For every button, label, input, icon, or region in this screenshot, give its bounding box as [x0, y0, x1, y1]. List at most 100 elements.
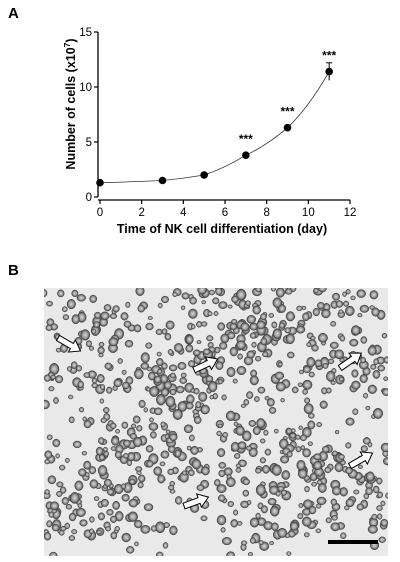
cell — [231, 318, 238, 325]
cell — [245, 445, 252, 451]
cell — [314, 359, 323, 368]
cell — [153, 375, 162, 384]
cell — [132, 415, 141, 424]
cell — [325, 517, 332, 524]
cell — [80, 329, 91, 341]
cell — [264, 448, 272, 456]
cell — [316, 496, 327, 506]
cell — [75, 365, 83, 372]
cell — [68, 394, 74, 400]
cell — [371, 307, 380, 317]
cell — [235, 467, 242, 473]
cell — [215, 288, 223, 296]
cell — [128, 498, 139, 508]
cell — [268, 406, 277, 414]
cell — [249, 322, 258, 331]
cell — [99, 398, 105, 404]
cell — [89, 516, 95, 523]
cell — [385, 492, 388, 499]
cell — [372, 369, 381, 379]
cell — [110, 446, 117, 451]
cell — [71, 289, 79, 298]
cell — [85, 340, 92, 348]
cell — [148, 422, 159, 431]
cell — [240, 403, 246, 408]
cell — [110, 531, 118, 540]
cell — [357, 464, 363, 469]
cell — [59, 464, 66, 471]
cell — [339, 335, 346, 342]
cell — [97, 346, 105, 355]
cell — [127, 511, 138, 522]
cell — [319, 400, 328, 409]
cell — [236, 288, 247, 301]
cell — [50, 374, 56, 380]
cell — [61, 306, 68, 313]
cell — [143, 407, 149, 413]
cell — [298, 425, 303, 430]
significance-label: *** — [322, 49, 336, 63]
cell — [129, 478, 136, 485]
cell — [124, 339, 134, 348]
cell — [304, 397, 311, 404]
cell — [138, 399, 146, 408]
cell — [78, 468, 87, 477]
cell — [51, 524, 60, 532]
cell — [91, 328, 97, 335]
cell — [162, 542, 169, 549]
cell — [221, 394, 227, 401]
cell — [301, 516, 312, 527]
cell — [331, 450, 338, 457]
cell — [71, 314, 80, 325]
cell — [367, 345, 377, 356]
cell — [216, 430, 222, 437]
cell — [97, 512, 105, 521]
cell — [133, 368, 144, 380]
cell — [179, 377, 188, 384]
cell — [148, 371, 156, 381]
cell — [133, 519, 143, 529]
cell — [235, 463, 242, 469]
cell — [220, 333, 230, 344]
cell — [334, 429, 340, 435]
arrow-icon — [347, 451, 374, 470]
cell — [89, 294, 98, 303]
cell — [59, 486, 67, 494]
cell — [257, 386, 266, 394]
cell — [275, 490, 281, 497]
cell — [145, 342, 153, 349]
cell — [77, 503, 83, 508]
cell — [95, 446, 104, 456]
cell — [52, 438, 61, 448]
cell — [331, 486, 342, 496]
cell — [377, 491, 384, 499]
cell — [156, 393, 166, 406]
cell — [209, 394, 215, 400]
cell — [280, 489, 287, 496]
cell — [234, 453, 241, 459]
cell — [164, 333, 172, 341]
cell — [188, 469, 195, 477]
cell — [208, 289, 215, 296]
cell — [322, 362, 329, 369]
cell — [64, 457, 70, 463]
cell — [249, 332, 257, 339]
cell — [229, 346, 238, 357]
data-point — [158, 176, 167, 185]
cell — [135, 288, 145, 296]
cell — [213, 310, 219, 317]
cell — [167, 348, 174, 355]
cell — [167, 445, 176, 453]
cell — [98, 341, 105, 347]
cell — [249, 375, 259, 386]
cell — [285, 333, 295, 345]
cell — [352, 408, 359, 416]
cell — [240, 540, 248, 546]
cell — [259, 438, 266, 444]
cell — [175, 385, 185, 394]
cell — [377, 364, 386, 372]
cell — [198, 391, 208, 402]
cell — [188, 308, 198, 319]
cell — [281, 470, 291, 480]
cell — [201, 466, 210, 476]
